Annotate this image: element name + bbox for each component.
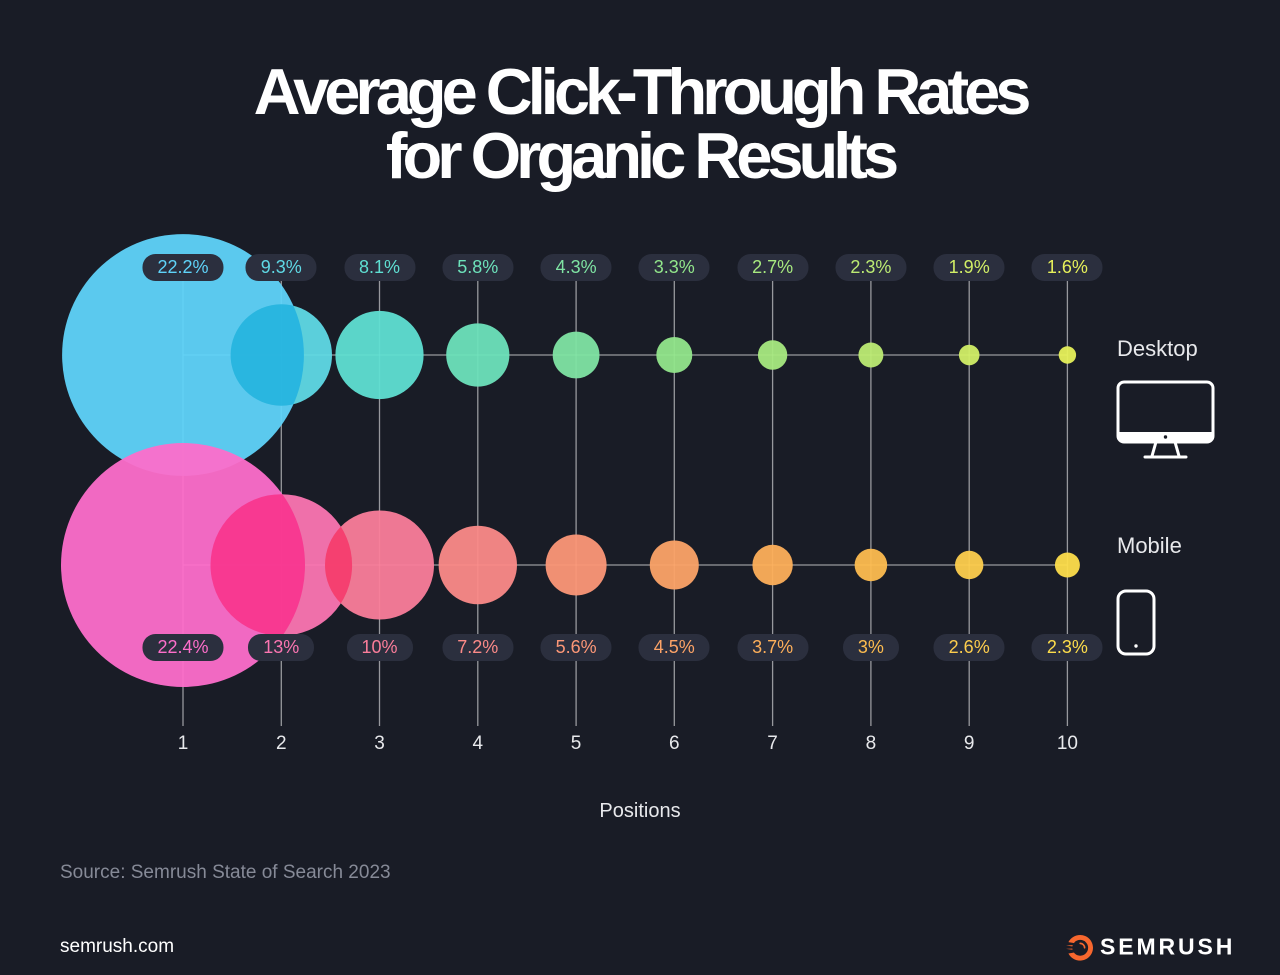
svg-text:SEMRUSH: SEMRUSH: [1100, 934, 1235, 960]
